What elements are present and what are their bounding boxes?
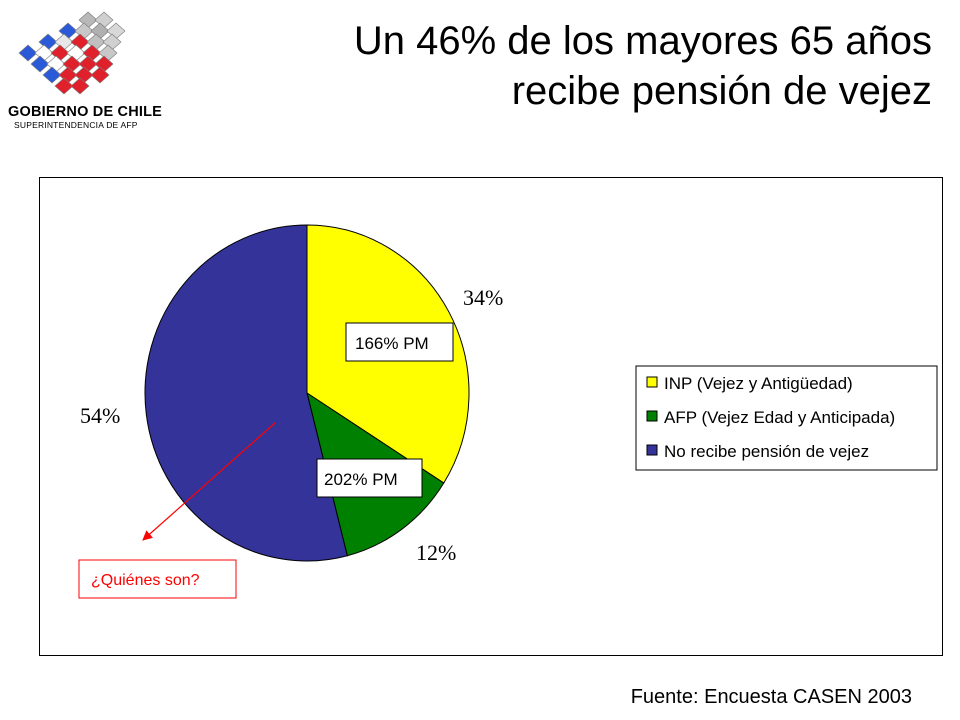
annotation-afp-pm-text: 202% PM	[324, 470, 398, 489]
annotation-afp-pm: 202% PM	[316, 458, 423, 498]
page-title-line-1: Un 46% de los mayores 65 años	[353, 19, 932, 63]
annotation-inp-pm-text: 166% PM	[355, 334, 429, 353]
legend-label-afp: AFP (Vejez Edad y Anticipada)	[664, 408, 895, 427]
logo-text-main: GOBIERNO DE CHILE	[8, 104, 163, 120]
annotation-inp-pm: 166% PM	[345, 322, 454, 362]
page-title-line-2: recibe pensión de vejez	[511, 69, 932, 113]
source-note: Fuente: Encuesta CASEN 2003	[630, 686, 912, 708]
page-title: Un 46% de los mayores 65 años recibe pen…	[212, 16, 932, 116]
slice-label-afp: 12%	[416, 540, 456, 565]
slice-label-inp: 34%	[463, 285, 503, 310]
chart-legend: INP (Vejez y Antigüedad) AFP (Vejez Edad…	[635, 365, 938, 471]
pie-chart: 34% 12% 54% 166% PM 202% PM ¿Quiénes son…	[78, 224, 938, 599]
legend-swatch-inp	[646, 376, 658, 388]
legend-swatch-none	[646, 444, 658, 456]
legend-swatch-afp	[646, 410, 658, 422]
legend-label-none: No recibe pensión de vejez	[664, 442, 869, 461]
annotation-question: ¿Quiénes son?	[78, 559, 237, 599]
chart-frame: 34% 12% 54% 166% PM 202% PM ¿Quiénes son…	[39, 177, 943, 656]
gobierno-de-chile-logo	[18, 11, 126, 95]
legend-label-inp: INP (Vejez y Antigüedad)	[664, 374, 853, 393]
question-arrow	[142, 422, 276, 541]
logo-text-sub: SUPERINTENDENCIA DE AFP	[14, 120, 138, 130]
slice-label-none: 54%	[80, 403, 120, 428]
pie-slice-none	[144, 224, 348, 562]
annotation-question-text: ¿Quiénes son?	[91, 572, 200, 589]
